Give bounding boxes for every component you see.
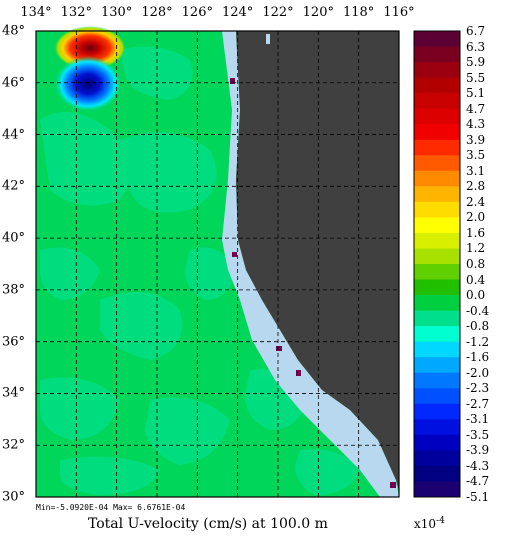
colorbar-swatch	[414, 295, 460, 312]
colorbar-swatch	[414, 357, 460, 374]
colorbar-scale: x10-4	[414, 516, 445, 531]
lon-label: 128°	[141, 5, 173, 20]
colorbar-swatch	[414, 450, 460, 467]
lon-label: 134°	[20, 5, 52, 20]
colorbar-label: 2.0	[466, 210, 486, 225]
colorbar-label: -5.1	[466, 490, 490, 504]
lat-label: 34°	[2, 385, 26, 401]
colorbar-swatch	[414, 388, 460, 405]
colorbar-swatch	[414, 93, 460, 110]
colorbar-swatch	[414, 139, 460, 156]
colorbar	[413, 30, 461, 498]
colorbar-swatch	[414, 31, 460, 48]
coast-speckles	[230, 78, 396, 488]
colorbar-label: 4.7	[466, 101, 486, 116]
graticule	[36, 31, 399, 497]
lon-label: 120°	[302, 5, 334, 20]
colorbar-label: 4.3	[466, 117, 486, 132]
colorbar-swatch	[414, 124, 460, 141]
positive-anomaly	[54, 26, 126, 70]
lon-label: 122°	[262, 5, 294, 20]
colorbar-swatch	[414, 77, 460, 94]
land	[236, 31, 399, 490]
colorbar-swatch	[414, 186, 460, 203]
colorbar-label: 0.8	[466, 257, 486, 271]
colorbar-swatch	[414, 248, 460, 265]
lat-label: 32°	[2, 437, 26, 453]
colorbar-label: 0.0	[466, 288, 486, 303]
colorbar-swatch	[414, 264, 460, 281]
colorbar-label: 1.6	[466, 225, 486, 240]
colorbar-label: -1.2	[466, 334, 490, 349]
colorbar-swatch	[414, 201, 460, 218]
colorbar-swatch	[414, 310, 460, 327]
lon-label: 116°	[383, 5, 415, 20]
lat-label: 44°	[2, 127, 26, 143]
figure-title: Total U-velocity (cm/s) at 100.0 m	[88, 516, 328, 532]
colorbar-label: 6.7	[466, 24, 486, 38]
map-frame	[35, 30, 400, 498]
colorbar-label: -2.0	[466, 365, 490, 380]
colorbar-label: -0.4	[466, 303, 490, 318]
colorbar-frame	[413, 30, 461, 498]
coast-islands	[266, 34, 350, 429]
colorbar-swatch	[414, 326, 460, 343]
colorbar-label: 0.4	[466, 272, 486, 287]
colorbar-label: -2.3	[466, 381, 490, 396]
colorbar-label: 3.9	[466, 132, 486, 147]
colorbar-swatch	[414, 434, 460, 451]
min-max-readout: Min=-5.0920E-04 Max= 6.6761E-04	[36, 503, 186, 512]
colorbar-label: 3.5	[466, 148, 486, 163]
colorbar-label: 5.9	[466, 55, 486, 70]
colorbar-label: 2.4	[466, 194, 486, 209]
colorbar-swatch	[414, 170, 460, 187]
colorbar-label: 5.5	[466, 70, 486, 85]
colorbar-label: -1.6	[466, 350, 490, 365]
lat-label: 42°	[2, 178, 26, 194]
colorbar-label: 6.3	[466, 39, 486, 54]
lat-label: 38°	[2, 282, 26, 298]
scale-power: -4	[436, 516, 445, 526]
colorbar-label: 2.8	[466, 179, 486, 194]
colorbar-swatch	[414, 155, 460, 172]
colorbar-swatch	[414, 217, 460, 234]
colorbar-label: 5.1	[466, 86, 486, 101]
colorbar-swatch	[414, 279, 460, 296]
negative-anomaly	[54, 56, 122, 112]
colorbar-label: 1.2	[466, 241, 486, 256]
lon-label: 132°	[60, 5, 92, 20]
colorbar-swatch	[414, 419, 460, 436]
colorbar-label: -3.9	[466, 443, 490, 458]
lon-label: 118°	[342, 5, 375, 20]
colorbar-label: -3.5	[466, 427, 490, 442]
colorbar-swatch	[414, 465, 460, 482]
colorbar-label: -4.7	[466, 474, 490, 489]
lat-label: 40°	[2, 230, 26, 246]
colorbar-swatch	[414, 372, 460, 389]
colorbar-swatch	[414, 341, 460, 358]
lat-label: 30°	[2, 489, 26, 505]
scale-base: x10	[414, 517, 437, 531]
colorbar-swatch	[414, 108, 460, 125]
colorbar-swatch	[414, 46, 460, 63]
colorbar-swatch	[414, 403, 460, 420]
colorbar-label: 3.1	[466, 163, 486, 178]
colorbar-label: -0.8	[466, 319, 490, 334]
lon-label: 130°	[100, 5, 133, 20]
colorbar-label: -4.3	[466, 458, 490, 473]
colorbar-label: -2.7	[466, 396, 490, 411]
colorbar-label: -3.1	[466, 412, 490, 427]
lat-label: 36°	[2, 334, 26, 350]
lon-label: 124°	[221, 5, 254, 20]
lon-label: 126°	[181, 5, 213, 20]
lat-label: 46°	[2, 75, 26, 91]
colorbar-swatch	[414, 232, 460, 249]
colorbar-swatch	[414, 481, 460, 498]
colorbar-swatch	[414, 62, 460, 79]
lat-label: 48°	[2, 23, 26, 39]
coastal-band	[222, 31, 399, 497]
